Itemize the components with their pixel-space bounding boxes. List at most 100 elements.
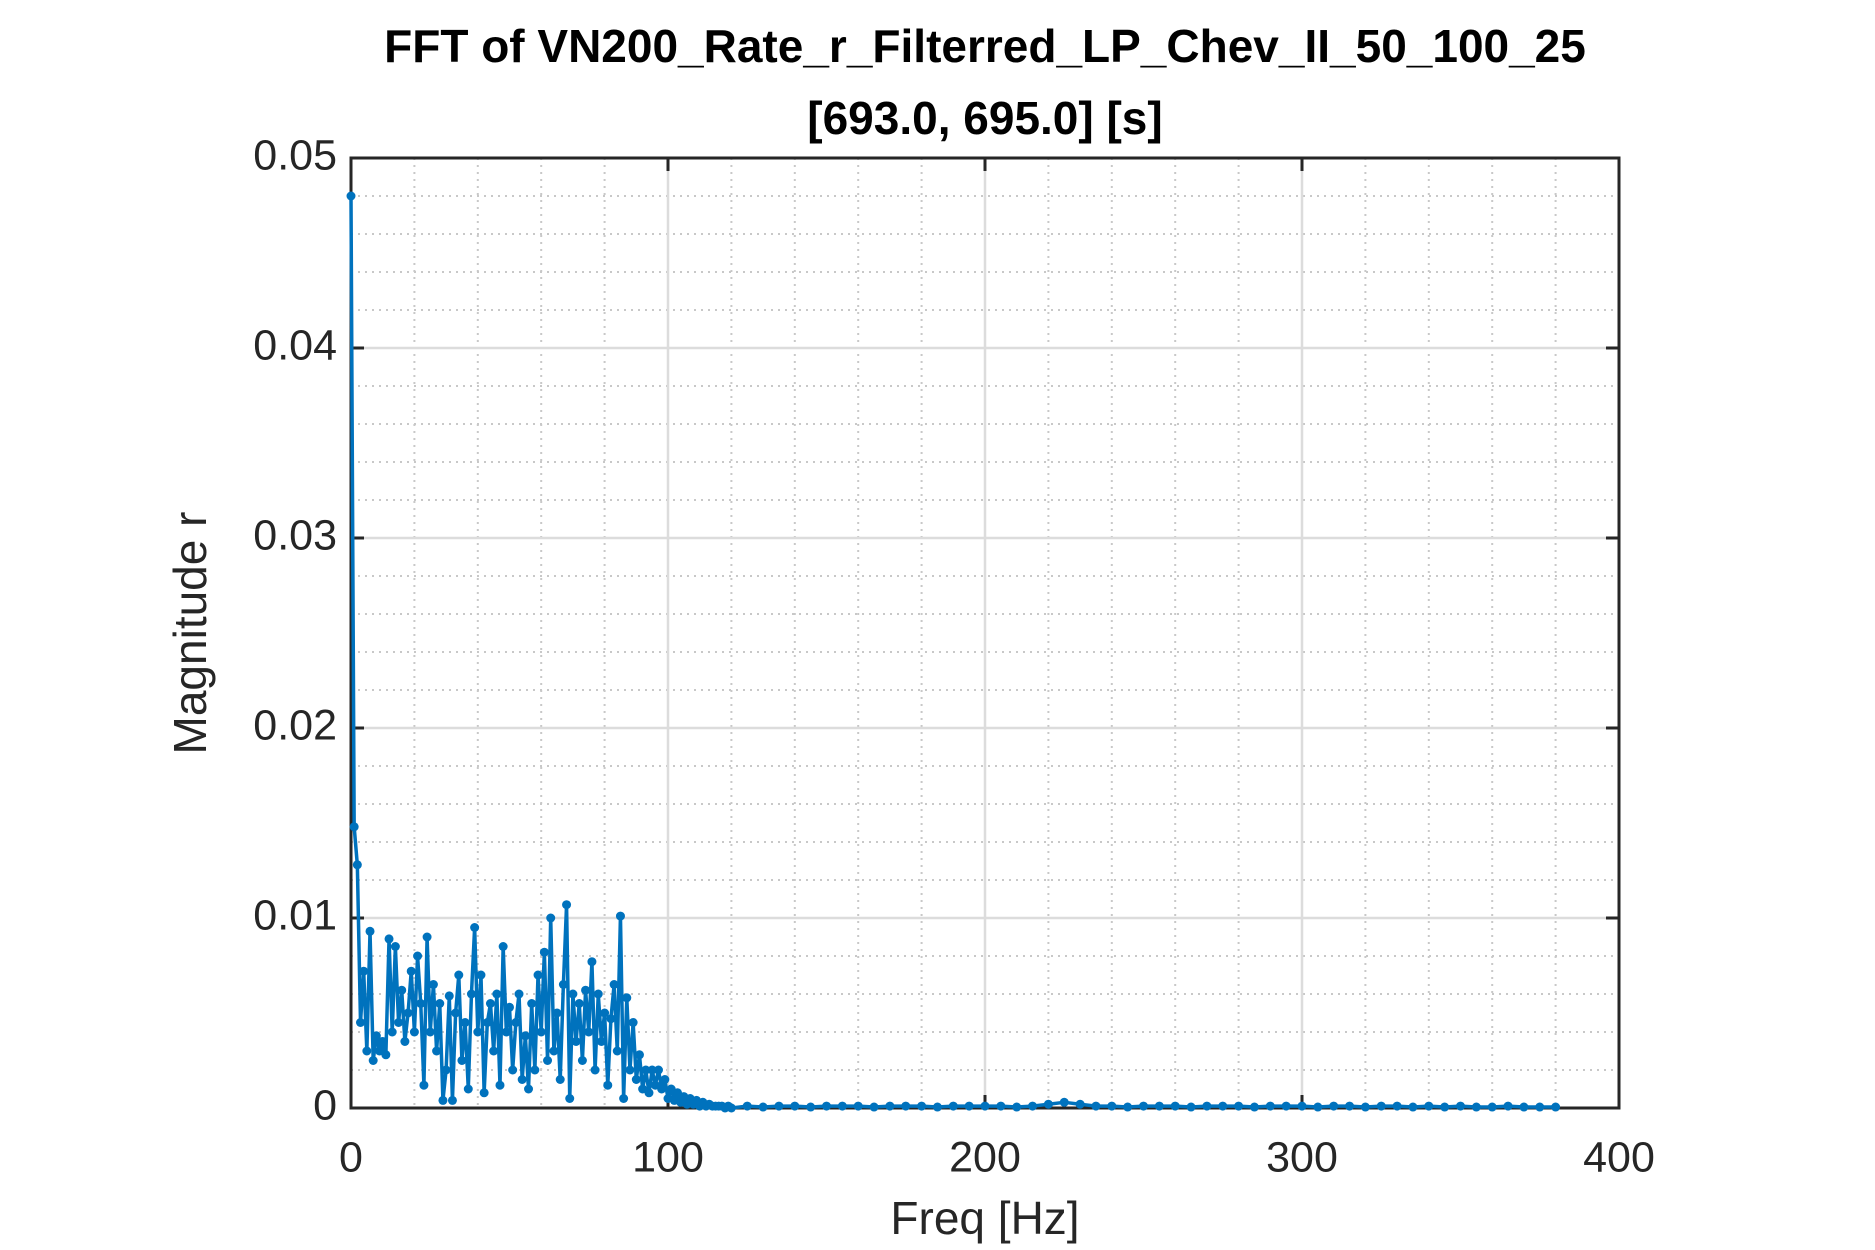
y-tick-label: 0.05: [253, 131, 337, 179]
data-point: [1059, 1097, 1069, 1107]
data-point: [558, 980, 568, 989]
data-point: [587, 957, 597, 967]
data-point: [609, 980, 619, 989]
data-point: [349, 822, 359, 832]
data-point: [1313, 1102, 1323, 1112]
data-point: [726, 1103, 736, 1113]
data-point: [371, 1031, 381, 1041]
data-point: [869, 1102, 879, 1112]
data-point: [996, 1101, 1006, 1111]
y-axis-label: Magnitude r: [164, 512, 216, 755]
data-point: [837, 1101, 847, 1111]
data-point: [901, 1101, 911, 1111]
data-point: [457, 1056, 467, 1065]
data-point: [917, 1101, 927, 1111]
data-point: [451, 1008, 461, 1018]
data-point: [394, 1018, 404, 1027]
data-point: [806, 1102, 816, 1112]
data-point: [1440, 1102, 1450, 1112]
data-point: [774, 1101, 784, 1111]
data-point: [1202, 1101, 1212, 1111]
data-point: [533, 970, 543, 980]
data-point: [511, 1018, 521, 1027]
data-point: [381, 1050, 391, 1060]
data-point: [1376, 1101, 1386, 1111]
data-point: [1123, 1102, 1133, 1112]
data-point: [980, 1101, 990, 1111]
data-point: [600, 1008, 610, 1018]
data-point: [397, 985, 407, 995]
data-point: [1218, 1101, 1228, 1111]
data-point: [432, 1046, 442, 1056]
data-point: [527, 999, 537, 1008]
data-point: [657, 1084, 667, 1094]
data-point: [628, 1018, 638, 1027]
data-point: [403, 1008, 413, 1018]
data-point: [485, 999, 495, 1008]
data-point: [1234, 1101, 1244, 1111]
data-point: [596, 1037, 606, 1046]
data-point: [948, 1101, 958, 1111]
data-point: [1107, 1101, 1117, 1111]
data-point: [622, 993, 632, 1003]
data-point: [524, 1084, 534, 1094]
data-point: [790, 1101, 800, 1111]
data-point: [1265, 1101, 1275, 1111]
data-point: [378, 1037, 388, 1046]
data-point: [362, 1046, 372, 1056]
data-point: [365, 926, 375, 936]
x-tick-label: 300: [1266, 1133, 1338, 1181]
data-point: [419, 1080, 429, 1090]
data-point: [359, 966, 369, 976]
data-point: [444, 991, 454, 1001]
data-point: [479, 1088, 489, 1098]
data-point: [568, 989, 578, 999]
data-point: [571, 1037, 581, 1046]
x-tick-label: 100: [632, 1133, 704, 1181]
data-point: [476, 970, 486, 980]
data-point: [1360, 1102, 1370, 1112]
data-point: [1408, 1102, 1418, 1112]
data-point: [416, 999, 426, 1008]
data-point: [758, 1102, 768, 1112]
data-point: [562, 900, 572, 910]
data-point: [409, 1027, 419, 1037]
data-point: [387, 1027, 397, 1037]
data-point: [1249, 1102, 1259, 1112]
data-point: [517, 1075, 527, 1084]
chart-title: FFT of VN200_Rate_r_Filterred_LP_Chev_II…: [384, 20, 1586, 72]
data-point: [356, 1018, 366, 1027]
data-point: [539, 947, 549, 957]
data-point: [615, 911, 625, 921]
data-point: [454, 970, 464, 980]
data-point: [482, 1018, 492, 1027]
data-point: [1519, 1102, 1529, 1112]
data-point: [634, 1050, 644, 1060]
data-point: [425, 1027, 435, 1037]
data-point: [647, 1065, 657, 1075]
y-tick-label: 0.02: [253, 701, 337, 749]
data-point: [498, 942, 508, 951]
data-point: [644, 1088, 654, 1098]
data-point: [1139, 1101, 1148, 1111]
data-point: [603, 1080, 613, 1090]
y-tick-label: 0: [313, 1081, 337, 1129]
data-point: [463, 1084, 473, 1094]
data-point: [1456, 1101, 1465, 1111]
data-point: [495, 1080, 505, 1090]
data-point: [606, 1014, 616, 1024]
data-point: [590, 1065, 600, 1075]
data-point: [631, 1075, 641, 1084]
data-point: [473, 1027, 483, 1037]
data-point: [932, 1102, 942, 1112]
data-point: [1012, 1102, 1022, 1112]
data-point: [574, 999, 584, 1008]
data-point: [543, 1056, 553, 1065]
x-tick-label: 0: [339, 1133, 363, 1181]
data-point: [492, 989, 502, 999]
x-axis-label: Freq [Hz]: [890, 1192, 1079, 1244]
data-point: [435, 999, 445, 1008]
data-point: [1551, 1102, 1561, 1112]
data-point: [447, 1095, 457, 1105]
